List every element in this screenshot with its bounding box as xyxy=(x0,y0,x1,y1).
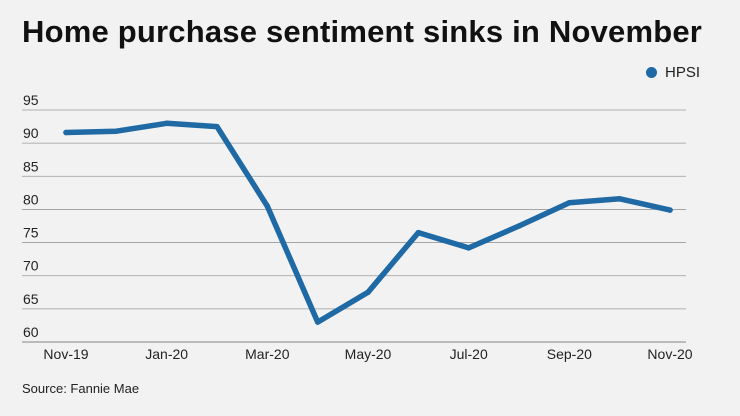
x-tick-label: Nov-19 xyxy=(43,346,88,362)
x-tick-label: Jan-20 xyxy=(145,346,188,362)
y-tick-label: 65 xyxy=(23,291,39,307)
source-note: Source: Fannie Mae xyxy=(22,381,140,396)
legend: HPSI xyxy=(645,64,700,81)
data-point xyxy=(63,129,69,136)
y-tick-label: 85 xyxy=(23,158,39,174)
legend-label: HPSI xyxy=(664,64,700,81)
x-tick-label: Sep-20 xyxy=(547,346,592,362)
x-tick-label: May-20 xyxy=(345,346,392,362)
data-point xyxy=(667,207,673,213)
y-tick-label: 60 xyxy=(23,324,39,340)
x-tick-label: Jul-20 xyxy=(450,346,488,362)
y-tick-label: 90 xyxy=(23,125,39,141)
series-lines xyxy=(63,120,673,325)
data-point xyxy=(314,319,321,325)
data-point xyxy=(566,200,573,206)
data-point xyxy=(616,196,623,202)
data-point xyxy=(214,123,220,130)
legend-marker-icon xyxy=(645,67,657,78)
data-point xyxy=(415,229,422,236)
data-point xyxy=(264,203,271,209)
y-axis-labels: 60 65 70 75 80 85 90 95 xyxy=(23,92,39,340)
y-tick-label: 75 xyxy=(23,225,39,241)
x-tick-label: Mar-20 xyxy=(245,346,290,362)
y-tick-label: 70 xyxy=(23,258,39,274)
data-point xyxy=(516,223,522,229)
data-point xyxy=(113,128,120,134)
data-point xyxy=(365,289,371,296)
gridlines xyxy=(22,109,686,343)
x-axis-labels: Nov-19 Jan-20 Mar-20 May-20 Jul-20 Sep-20 Nov-… xyxy=(43,346,692,362)
y-tick-label: 95 xyxy=(23,92,39,108)
data-point xyxy=(163,120,170,127)
chart-title: Home purchase sentiment sinks in Novembe… xyxy=(22,14,703,49)
data-point xyxy=(465,245,472,251)
y-tick-label: 80 xyxy=(23,191,39,207)
x-tick-label: Nov-20 xyxy=(647,346,692,362)
